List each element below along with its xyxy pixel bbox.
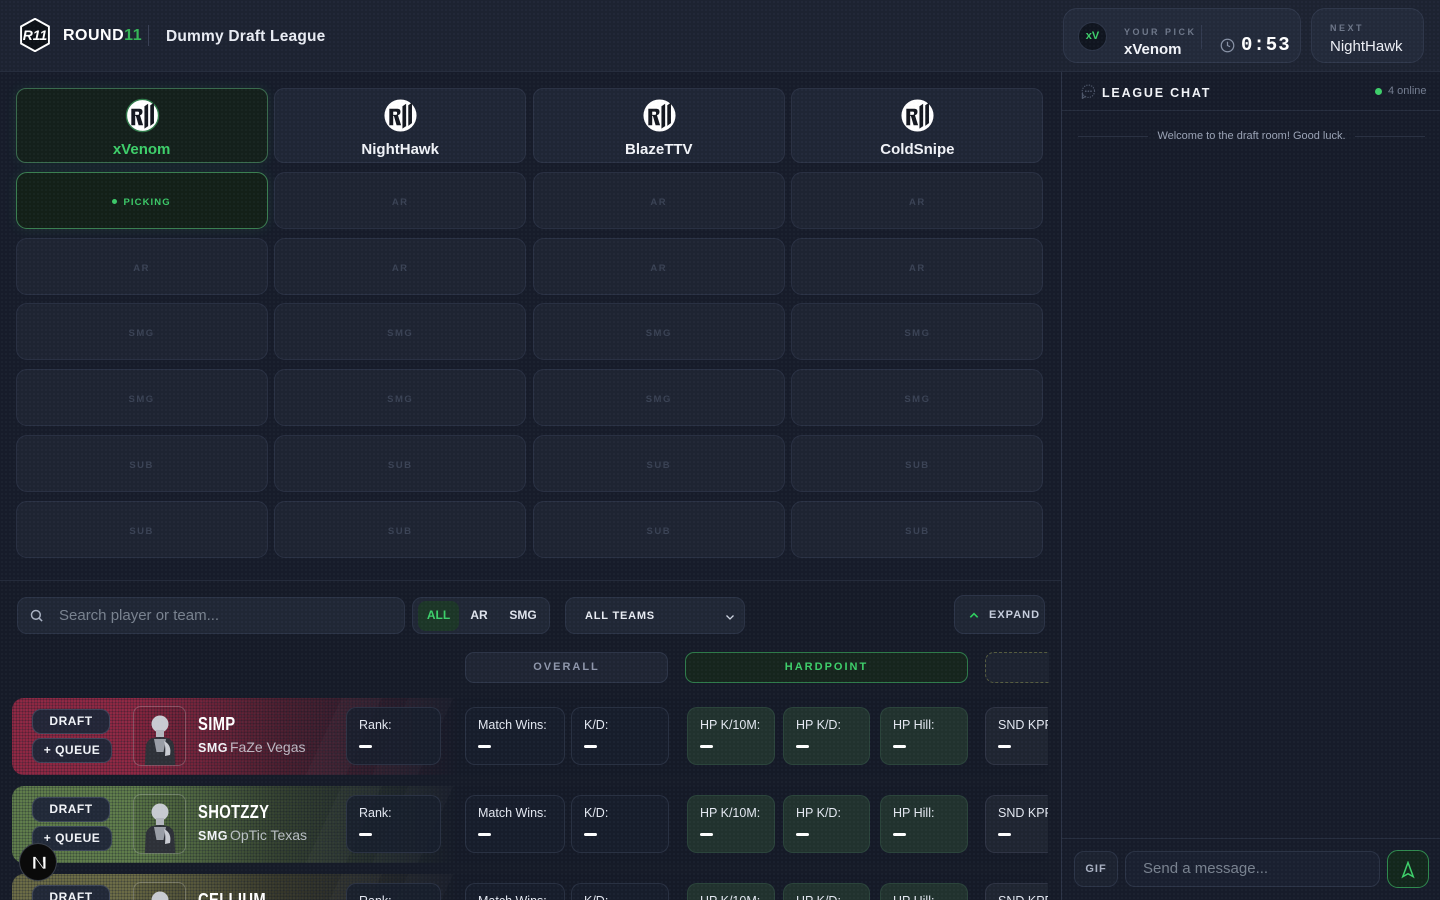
svg-text:R11: R11: [23, 27, 47, 43]
